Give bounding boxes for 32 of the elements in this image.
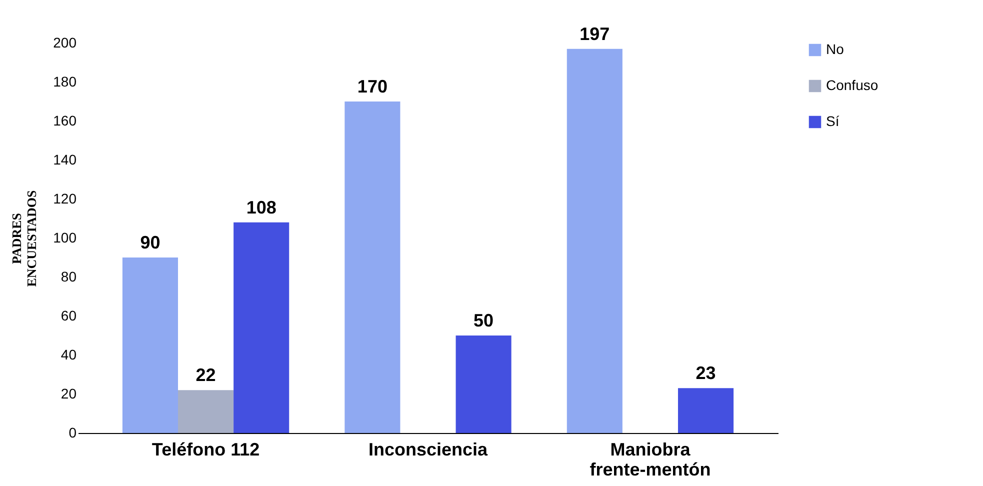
data-label: 23 [696,363,716,384]
bar [344,102,400,433]
y-tick-label: 200 [53,34,77,50]
y-tick-label: 20 [60,386,77,402]
legend-label: Confuso [826,77,878,93]
legend-label: Sí [826,113,840,129]
bar [566,48,622,433]
y-tick-label: 80 [60,268,77,284]
x-tick-label: Maniobra frente-mentón [590,440,711,480]
x-tick-label: Teléfono 112 [152,440,260,460]
data-label: 50 [474,310,494,330]
legend-label: No [826,41,844,57]
bar [178,390,234,433]
data-label: 108 [246,197,276,218]
y-tick-label: 40 [60,346,77,362]
y-tick-label: 180 [53,74,77,90]
bar [234,222,290,433]
y-axis-title: PADRES ENCUESTADOS [9,190,40,287]
y-tick-label: 140 [53,152,77,168]
y-tick-label: 0 [68,424,77,440]
data-label: 90 [140,232,160,252]
y-tick-label: 160 [53,112,77,128]
y-tick-label: 60 [60,308,77,324]
x-tick-label: Inconsciencia [368,440,489,460]
bar [122,258,178,433]
y-tick-label: 120 [53,190,77,206]
data-label: 197 [580,24,610,44]
data-label: 170 [357,76,388,96]
y-tick-label: 100 [53,230,77,246]
data-label: 22 [196,365,216,386]
bar [678,388,734,433]
bar [456,336,512,433]
